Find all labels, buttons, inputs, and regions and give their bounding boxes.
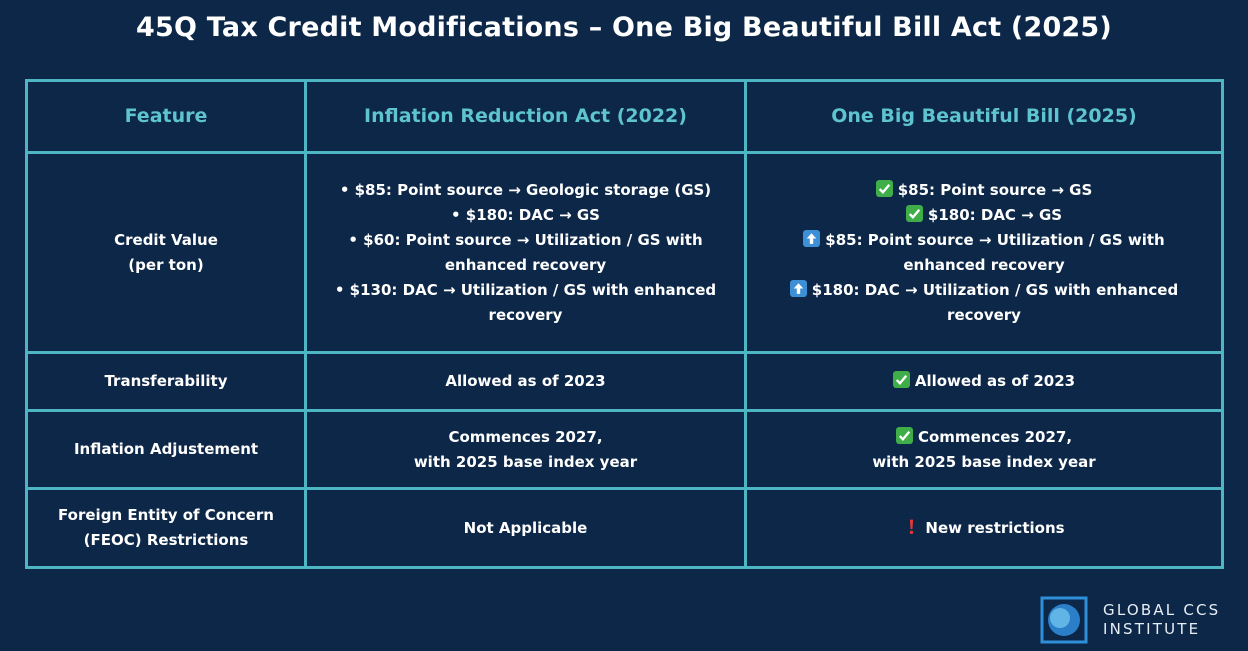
line-text: Commences 2027, — [917, 427, 1073, 446]
cell: Transferability — [25, 351, 307, 412]
cell: Commences 2027, with 2025 base index year — [744, 409, 1224, 490]
item: • $180: DAC → GS — [451, 205, 600, 224]
cell: Commences 2027, with 2025 base index year — [304, 409, 747, 490]
header-cell: One Big Beautiful Bill (2025) — [744, 79, 1224, 154]
logo-text: INSTITUTE — [1103, 620, 1201, 638]
line: Credit Value — [114, 230, 218, 249]
item-text: $85: Point source → GS — [897, 180, 1093, 199]
item: $85: Point source → Utilization / GS wit… — [761, 228, 1207, 278]
cell: Allowed as of 2023 — [744, 351, 1224, 412]
header-row: Feature Inflation Reduction Act (2022) O… — [25, 79, 1224, 154]
cell: Not Applicable — [304, 487, 747, 569]
header-cell: Inflation Reduction Act (2022) — [304, 79, 747, 154]
line: Allowed as of 2023 — [761, 369, 1207, 394]
row: Inflation Adjustement Commences 2027, wit… — [25, 409, 1224, 490]
header-cell: Feature — [25, 79, 307, 154]
cell: $85: Point source → GS $180: DAC → GS $8… — [744, 151, 1224, 354]
cell: New restrictions — [744, 487, 1224, 569]
alert-icon — [910, 519, 914, 534]
cell: Foreign Entity of Concern (FEOC) Restrict… — [25, 487, 307, 569]
comparison-table: Feature Inflation Reduction Act (2022) O… — [25, 79, 1224, 569]
item: • $60: Point source → Utilization / GS w… — [348, 230, 703, 274]
line: (per ton) — [128, 255, 204, 274]
line: Foreign Entity of Concern — [58, 506, 274, 524]
line: Inflation Adjustement — [73, 440, 259, 458]
item: $180: DAC → Utilization / GS with enhanc… — [761, 278, 1207, 328]
row: Credit Value (per ton) • $85: Point sourc… — [25, 151, 1224, 354]
row: Foreign Entity of Concern (FEOC) Restrict… — [25, 487, 1224, 569]
line-text: Allowed as of 2023 — [914, 372, 1076, 390]
check-icon — [875, 179, 893, 197]
item-text: $180: DAC → GS — [927, 205, 1063, 224]
check-icon — [895, 426, 913, 444]
line: with 2025 base index year — [413, 452, 638, 471]
line: Allowed as of 2023 — [445, 372, 606, 390]
check-icon — [905, 204, 923, 222]
line-text: New restrictions — [925, 518, 1065, 537]
line: Transferability — [104, 372, 228, 390]
item: $85: Point source → GS — [761, 178, 1207, 203]
item: • $130: DAC → Utilization / GS with enha… — [334, 280, 717, 324]
row: Transferability Allowed as of 2023 Allow… — [25, 351, 1224, 412]
logo-mark — [1040, 596, 1088, 644]
cell: Allowed as of 2023 — [304, 351, 747, 412]
line: Commences 2027, — [448, 427, 603, 446]
check-icon — [892, 371, 910, 388]
cell: • $85: Point source → Geologic storage (… — [304, 151, 747, 354]
cell: Credit Value (per ton) — [25, 151, 307, 354]
up-icon — [803, 229, 821, 247]
item-text: $85: Point source → Utilization / GS wit… — [825, 230, 1165, 274]
line: with 2025 base index year — [872, 452, 1096, 471]
line: (FEOC) Restrictions — [83, 531, 249, 549]
line: New restrictions — [761, 516, 1207, 541]
item: • $85: Point source → Geologic storage (… — [339, 180, 712, 199]
title: 45Q Tax Credit Modifications – One Big B… — [136, 12, 1112, 43]
up-icon — [789, 279, 807, 297]
item-text: $180: DAC → Utilization / GS with enhanc… — [811, 280, 1179, 324]
item: $180: DAC → GS — [761, 203, 1207, 228]
logo-text: GLOBAL CCS — [1103, 601, 1221, 619]
line: Commences 2027, — [761, 425, 1207, 450]
cell: Inflation Adjustement — [25, 409, 307, 490]
line: Not Applicable — [463, 518, 588, 537]
